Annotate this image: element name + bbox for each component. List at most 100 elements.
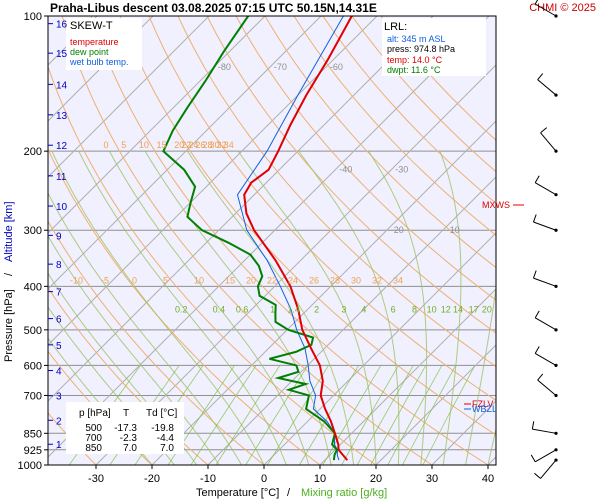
dry-adiabat-label: 15: [157, 140, 167, 150]
y-tick-label: 700: [24, 390, 42, 402]
moist-adiabat-label: 5: [163, 275, 168, 285]
altitude-tick-label: 5: [56, 341, 62, 352]
wind-barb-flag: [534, 346, 540, 354]
isotherm-line: [207, 176, 496, 465]
isotherm-line: [48, 16, 378, 346]
dry-adiabat-line: [61, 16, 433, 465]
x-tick-label: -10: [200, 473, 216, 485]
x-tick-label: 10: [314, 473, 326, 485]
altitude-tick-label: 9: [56, 231, 62, 242]
mixing-ratio-label: 14: [453, 304, 463, 314]
dry-adiabat-label: 30: [210, 140, 220, 150]
y-tick-label: 600: [24, 360, 42, 372]
mixing-ratio-label: 0.4: [213, 304, 226, 314]
dry-adiabat-label: 10: [139, 140, 149, 150]
wind-barb-flag: [530, 454, 536, 463]
legend-title: SKEW-T: [70, 20, 113, 32]
mixing-ratio-line: [267, 365, 329, 465]
legend-box: [66, 18, 142, 70]
isotherm-line: [48, 16, 434, 402]
isotherm-label: -60: [330, 62, 343, 72]
mixing-ratio-line: [422, 365, 476, 465]
moist-adiabat-label: 24: [288, 275, 298, 285]
wind-barb-staff: [537, 79, 557, 96]
table-cell: 850: [85, 443, 102, 454]
moist-adiabat-line: [487, 426, 496, 465]
credit-text: CHMI © 2025: [529, 2, 596, 14]
fzlv-label: FZLV: [472, 399, 493, 409]
x-tick-label: -30: [88, 473, 104, 485]
moist-adiabat-label: 30: [351, 275, 361, 285]
wind-barb-flag: [534, 472, 541, 479]
profile-series: [162, 16, 353, 461]
y-tick-label: 200: [24, 146, 42, 158]
moist-adiabat-line: [465, 284, 496, 465]
dry-adiabat-line: [293, 16, 496, 236]
mixing-ratio-label: 4: [361, 304, 366, 314]
data-table: p [hPa] T Td [°C] 500 -17.3 -19.8 700 -2…: [79, 408, 177, 454]
wind-barb-staff: [534, 182, 557, 196]
mixing-ratio-line: [402, 365, 457, 465]
mixing-ratio-label: 10: [427, 304, 437, 314]
y-axis-title-sep: /: [3, 272, 15, 276]
altitude-tick-label: 14: [56, 80, 68, 91]
x-tick-label: 0: [261, 473, 267, 485]
moist-adiabat-line: [439, 151, 462, 465]
plot-frame: [47, 15, 497, 466]
mxws-label: MXWS: [482, 200, 510, 210]
wind-barb-flag: [537, 73, 544, 80]
moist-adiabat-label: -5: [101, 275, 109, 285]
mixing-ratio-label: 0.6: [236, 304, 249, 314]
y-axis-title-alt: Altitude [km]: [3, 201, 15, 262]
wind-barb-dot: [554, 393, 558, 398]
dry-adiabat-line: [322, 16, 496, 204]
mixing-ratio-label: 1: [270, 304, 275, 314]
isotherm-line: [48, 16, 490, 458]
mixing-ratio-label: 3: [341, 304, 346, 314]
wind-barb-staff: [540, 132, 557, 152]
wind-barb-dot: [554, 458, 558, 462]
altitude-tick-label: 13: [56, 111, 68, 122]
isotherm-line: [48, 16, 154, 122]
wind-barb-dot: [554, 14, 558, 18]
mixing-ratio-label: 1.4: [287, 304, 300, 314]
moist-adiabat-line: [237, 150, 377, 465]
wind-barb-flag: [534, 175, 540, 183]
mixing-ratio-label: 2: [314, 304, 319, 314]
data-table-box: [66, 402, 184, 454]
moist-adiabat-label: 34: [393, 275, 403, 285]
mixing-ratio-line: [322, 365, 382, 465]
altitude-tick-label: 1: [56, 440, 62, 451]
dry-adiabat-line: [90, 16, 489, 465]
moist-adiabat-line: [108, 150, 310, 465]
isotherm-line: [48, 16, 266, 234]
wind-barb-dot: [554, 284, 558, 288]
wind-barb-staff: [534, 352, 557, 366]
table-cell: 7.0: [123, 443, 137, 454]
wind-barb-dot: [554, 93, 558, 97]
table-header-td: Td [°C]: [146, 408, 177, 419]
wind-barb-staff: [534, 449, 557, 463]
isotherm-line: [319, 288, 496, 465]
y-axis-title-press: Pressure [hPa]: [3, 289, 15, 362]
moist-adiabat-label: 20: [246, 275, 256, 285]
table-cell: -17.3: [114, 423, 137, 434]
wbzl-label: WBZL: [472, 404, 497, 414]
dry-adiabat-label: 0: [104, 140, 109, 150]
wind-barb-staff: [534, 3, 557, 17]
lrl-box: [382, 18, 486, 76]
y-tick-label: 500: [24, 325, 42, 337]
moist-adiabat-line: [48, 234, 220, 465]
moist-adiabat-line: [368, 150, 428, 465]
dry-adiabat-label: 32: [217, 140, 227, 150]
isotherm-line: [151, 120, 496, 465]
lrl-alt: alt: 345 m ASL: [387, 34, 446, 44]
altitude-tick-label: 6: [56, 315, 62, 326]
mixing-ratio-line: [387, 365, 443, 465]
mixing-ratio-line: [245, 365, 309, 465]
x-axis-title-sep: /: [287, 487, 291, 499]
background-line-labels: -80-70-60-50-40-30-20-100510152022242628…: [70, 62, 492, 314]
altitude-tick-label: 11: [56, 172, 67, 183]
wind-barb-flag: [537, 373, 544, 381]
